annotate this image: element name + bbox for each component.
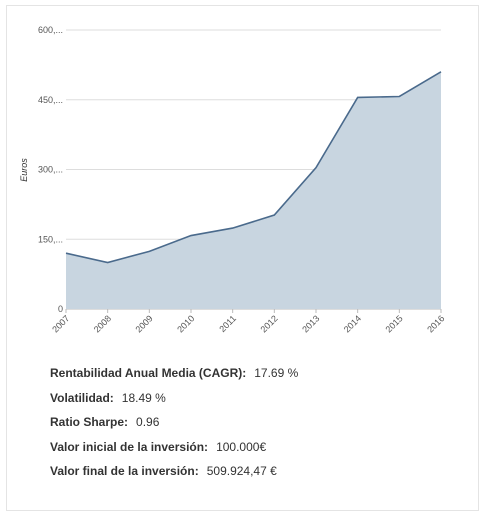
x-tick-label: 2008 [92, 313, 113, 334]
stat-cagr: Rentabilidad Anual Media (CAGR): 17.69 % [50, 366, 470, 391]
x-tick-label: 2011 [217, 313, 238, 334]
x-tick-label: 2012 [259, 313, 280, 334]
y-tick-label: 450,... [38, 95, 63, 105]
stat-label: Volatilidad: [50, 390, 114, 405]
x-tick-label: 2007 [50, 313, 71, 334]
x-tick-label: 2016 [425, 313, 446, 334]
stat-value: 18.49 % [121, 390, 166, 405]
stat-value: 100.000€ [216, 439, 267, 454]
stat-volatility: Volatilidad: 18.49 % [50, 391, 470, 416]
x-tick-label: 2013 [300, 313, 321, 334]
stats-list: Rentabilidad Anual Media (CAGR): 17.69 % … [50, 366, 470, 489]
stat-label: Valor final de la inversión: [50, 464, 199, 478]
stat-value: 0.96 [136, 415, 160, 429]
x-tick-label: 2015 [384, 313, 405, 334]
y-axis-label: Euros [19, 158, 29, 182]
y-tick-label: 150,... [38, 234, 63, 244]
stat-final-value: Valor final de la inversión: 509.924,47 € [50, 464, 470, 489]
x-tick-label: 2010 [175, 313, 196, 334]
stat-label: Valor inicial de la inversión: [50, 439, 209, 454]
area-line [65, 71, 442, 264]
y-tick-label: 600,... [38, 25, 63, 35]
x-tick-label: 2009 [134, 313, 155, 334]
x-tick-label: 2014 [342, 313, 363, 334]
y-tick-label: 300,... [38, 165, 63, 175]
x-axis-ticks: 2007 2008 2009 2010 2011 2012 2013 2014 2015 2016 [50, 309, 446, 335]
y-tick-label: 0 [58, 304, 63, 314]
stat-label: Ratio Sharpe: [50, 415, 129, 429]
y-axis-ticks: 0 150,... 300,... 450,... 600,... [38, 25, 63, 314]
stat-value: 509.924,47 € [206, 464, 277, 478]
stat-label: Rentabilidad Anual Media (CAGR): [50, 366, 247, 380]
stat-initial-value: Valor inicial de la inversión: 100.000€ [50, 440, 470, 465]
area-fill [66, 71, 441, 309]
stat-sharpe: Ratio Sharpe: 0.96 [50, 415, 470, 440]
stat-value: 17.69 % [254, 366, 299, 380]
